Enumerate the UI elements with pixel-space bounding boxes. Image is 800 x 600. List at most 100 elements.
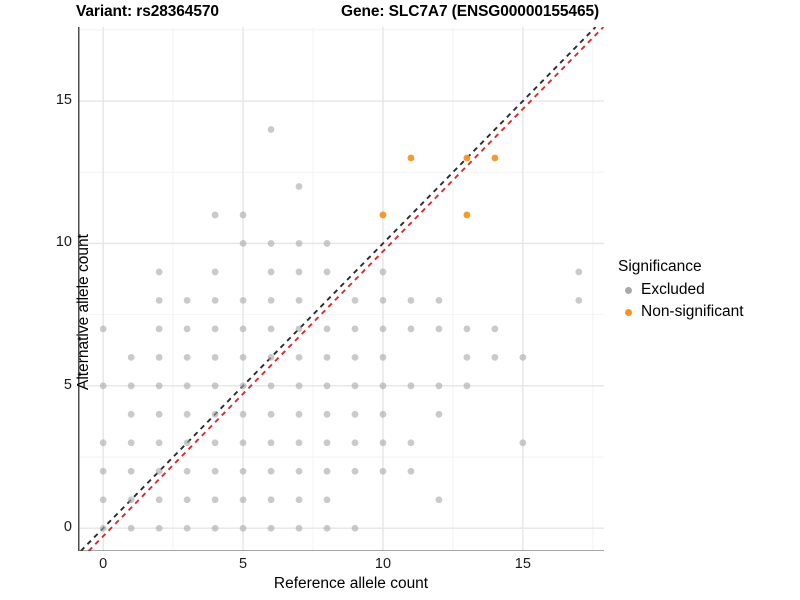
- legend-item[interactable]: Excluded: [618, 279, 793, 301]
- identity-line-red: [87, 27, 604, 551]
- data-point: [155, 296, 163, 304]
- data-point: [435, 296, 443, 304]
- x-tick-label: 0: [99, 556, 108, 572]
- data-point: [127, 410, 135, 418]
- data-point: [463, 382, 471, 390]
- data-point: [323, 524, 331, 532]
- data-point: [127, 524, 135, 532]
- data-point: [183, 467, 191, 475]
- data-point: [407, 325, 415, 333]
- data-point: [323, 353, 331, 361]
- data-point: [295, 467, 303, 475]
- data-point: [99, 439, 107, 447]
- data-point: [435, 325, 443, 333]
- x-axis-title: Reference allele count: [273, 575, 429, 592]
- data-point: [267, 439, 275, 447]
- data-point: [379, 467, 387, 475]
- data-point: [435, 410, 443, 418]
- data-point: [211, 496, 219, 504]
- data-point: [351, 325, 359, 333]
- data-point: [127, 353, 135, 361]
- data-point: [267, 325, 275, 333]
- data-point: [239, 410, 247, 418]
- legend-title: Significance: [618, 258, 702, 275]
- data-point: [267, 410, 275, 418]
- y-tick-label: 15: [55, 92, 72, 109]
- data-point: [435, 382, 443, 390]
- data-point: [379, 268, 387, 276]
- legend-item-label: Excluded: [641, 281, 705, 299]
- data-point: [351, 524, 359, 532]
- data-point: [267, 524, 275, 532]
- data-point: [295, 410, 303, 418]
- major-gridlines: [78, 27, 604, 551]
- data-point: [295, 325, 303, 333]
- data-point: [155, 382, 163, 390]
- data-point: [211, 325, 219, 333]
- data-point: [155, 353, 163, 361]
- plot-panel: [78, 27, 604, 551]
- data-point: [575, 296, 583, 304]
- data-point: [183, 439, 191, 447]
- legend-key-non-significant: [618, 302, 638, 322]
- data-point: [211, 439, 219, 447]
- data-point: [211, 410, 219, 418]
- data-point: [211, 524, 219, 532]
- plot-canvas: [78, 27, 604, 551]
- data-point: [127, 496, 135, 504]
- data-point: [239, 325, 247, 333]
- data-point: [407, 467, 415, 475]
- data-point: [295, 240, 303, 247]
- data-point: [267, 382, 275, 390]
- data-point: [155, 325, 163, 333]
- data-point: [267, 467, 275, 475]
- data-point: [379, 382, 387, 390]
- x-tick-label: 10: [374, 556, 392, 572]
- data-point: [239, 524, 247, 532]
- data-point: [295, 382, 303, 390]
- data-point: [295, 296, 303, 304]
- data-point: [379, 211, 387, 219]
- legend-item[interactable]: Non-significant: [618, 301, 793, 323]
- legend-key-excluded: [618, 280, 638, 300]
- data-point: [239, 439, 247, 447]
- data-point: [239, 353, 247, 361]
- data-point: [211, 467, 219, 475]
- data-point: [323, 410, 331, 418]
- data-point: [211, 353, 219, 361]
- legend-items: Excluded Non-significant: [618, 279, 793, 323]
- data-point: [295, 268, 303, 276]
- data-point: [155, 410, 163, 418]
- data-point: [351, 353, 359, 361]
- data-point: [491, 154, 499, 162]
- data-point: [99, 325, 107, 333]
- data-point: [463, 154, 471, 162]
- data-point: [99, 467, 107, 475]
- data-point: [323, 268, 331, 276]
- series-non-significant: [379, 154, 499, 219]
- data-point: [407, 382, 415, 390]
- gene-title: Gene: SLC7A7 (ENSG00000155465): [341, 3, 600, 20]
- data-point: [351, 467, 359, 475]
- data-point: [379, 439, 387, 447]
- data-point: [323, 382, 331, 390]
- data-point: [127, 467, 135, 475]
- data-point: [99, 496, 107, 504]
- data-point: [379, 410, 387, 418]
- data-point: [575, 268, 583, 276]
- data-point: [351, 296, 359, 304]
- data-point: [323, 240, 331, 247]
- data-point: [323, 467, 331, 475]
- data-point: [239, 382, 247, 390]
- data-point: [323, 496, 331, 504]
- data-point: [267, 268, 275, 276]
- data-point: [155, 524, 163, 532]
- data-point: [351, 439, 359, 447]
- data-point: [295, 353, 303, 361]
- data-point: [211, 211, 219, 219]
- data-point: [295, 524, 303, 532]
- data-point: [379, 353, 387, 361]
- data-point: [99, 382, 107, 390]
- data-point: [407, 296, 415, 304]
